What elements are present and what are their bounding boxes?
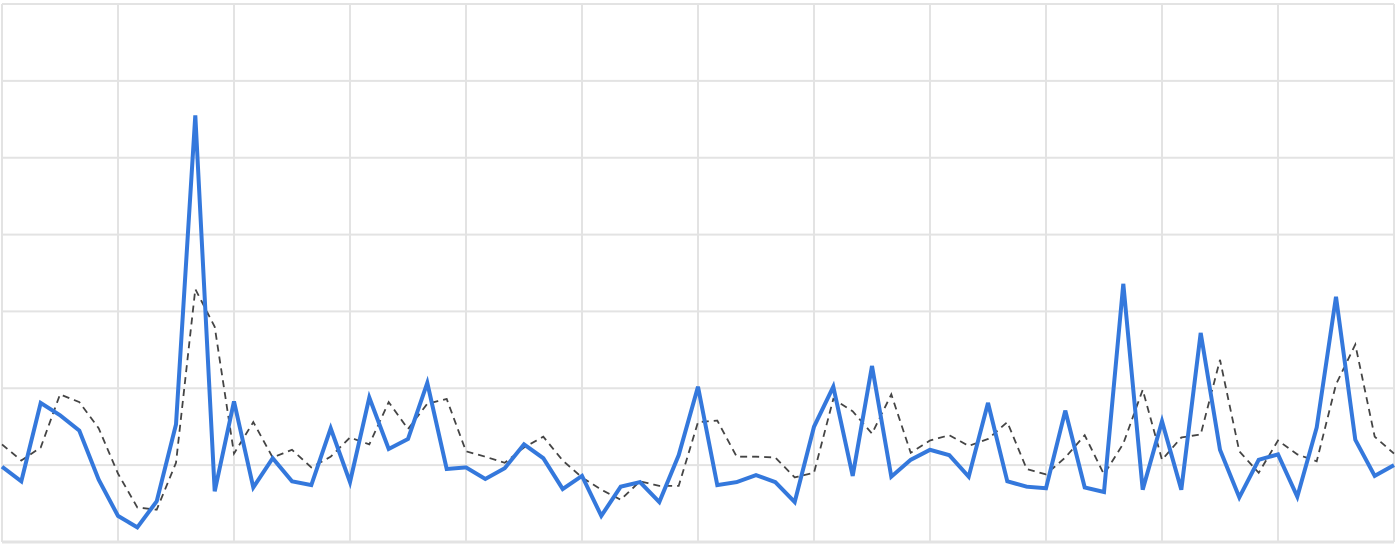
series-line-solid xyxy=(0,115,1395,531)
series-line-dashed xyxy=(1,286,1395,511)
series-layer xyxy=(0,115,1395,531)
